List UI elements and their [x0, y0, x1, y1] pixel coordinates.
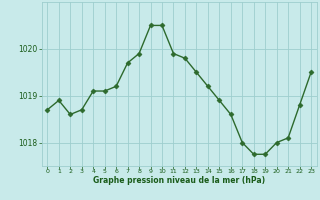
X-axis label: Graphe pression niveau de la mer (hPa): Graphe pression niveau de la mer (hPa)	[93, 176, 265, 185]
